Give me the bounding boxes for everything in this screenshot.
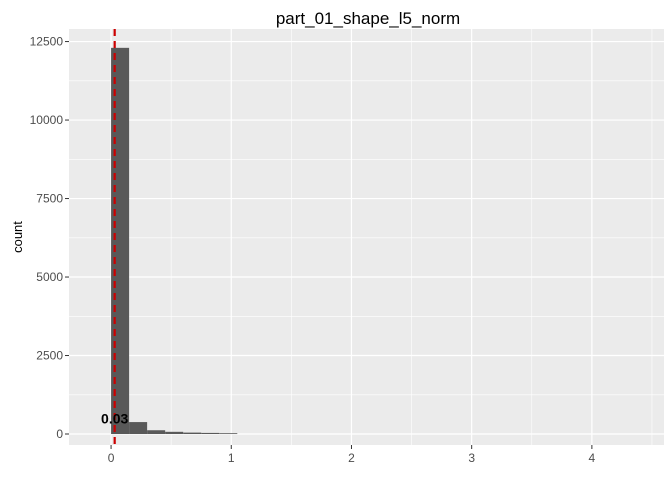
histogram-bar	[201, 432, 220, 435]
reference-line-group: 0.03	[101, 29, 129, 445]
y-tick-label: 7500	[36, 192, 63, 206]
x-tick-label: 0	[108, 451, 115, 465]
y-axis-title: count	[10, 221, 25, 253]
y-tick-label: 12500	[30, 35, 64, 49]
histogram-bar	[129, 422, 148, 435]
grid-minor	[69, 29, 664, 445]
histogram-bar	[165, 431, 184, 435]
reference-line-label: 0.03	[101, 410, 128, 426]
x-tick-label: 4	[589, 451, 596, 465]
x-tick-label: 3	[468, 451, 475, 465]
histogram-bar	[111, 47, 130, 435]
histogram-bar	[183, 432, 202, 435]
plot-panel	[69, 29, 664, 445]
y-tick-label: 10000	[30, 113, 64, 127]
histogram-bars	[111, 47, 238, 435]
y-tick-label: 5000	[36, 270, 63, 284]
chart-title: part_01_shape_l5_norm	[276, 9, 460, 28]
histogram-bar	[147, 430, 166, 435]
x-axis: 0 1 2 3 4	[108, 445, 596, 465]
x-tick-label: 2	[348, 451, 355, 465]
x-tick-label: 1	[228, 451, 235, 465]
histogram-bar	[219, 433, 238, 435]
y-tick-label: 2500	[36, 349, 63, 363]
y-tick-label: 0	[56, 427, 63, 441]
y-axis: 0 2500 5000 7500 10000 12500	[30, 35, 69, 441]
